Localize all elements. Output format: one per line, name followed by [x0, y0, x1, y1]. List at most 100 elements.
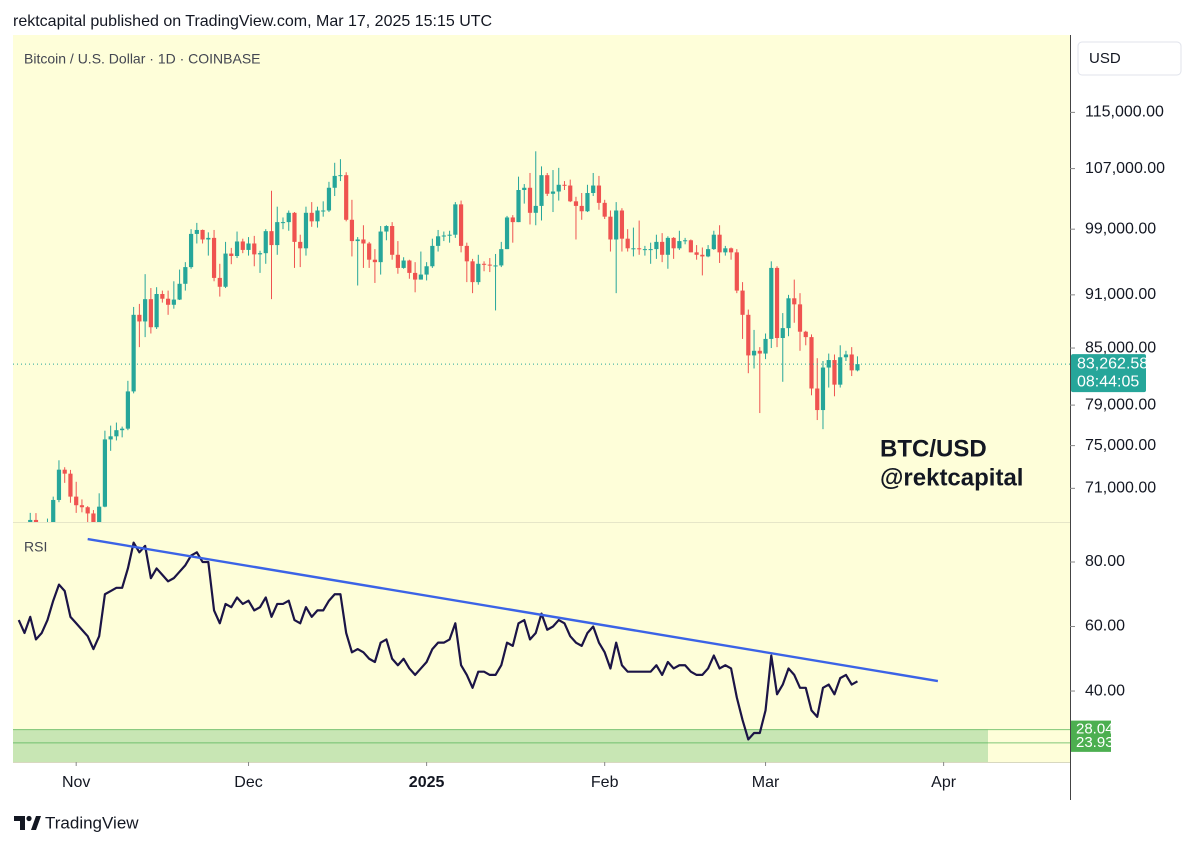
- candle-body: [223, 253, 228, 287]
- candle-body: [631, 248, 636, 250]
- candle-body: [372, 259, 378, 263]
- candle-body: [269, 231, 274, 246]
- candle-body: [797, 304, 803, 332]
- candle-body: [194, 229, 199, 234]
- candle-body: [321, 210, 326, 212]
- candle-body: [585, 193, 590, 212]
- candle-body: [642, 249, 648, 251]
- candle-body: [591, 185, 596, 194]
- candle-body: [757, 350, 762, 354]
- candle-body: [522, 187, 527, 191]
- candle-body: [671, 237, 676, 249]
- x-tick-label: 2025: [409, 774, 445, 791]
- candle-body: [539, 175, 544, 206]
- candle-body: [453, 204, 458, 235]
- candle-body: [780, 328, 785, 339]
- candle-body: [614, 210, 619, 240]
- candle-body: [694, 252, 699, 255]
- candle-body: [510, 217, 515, 223]
- candle-body: [361, 239, 366, 244]
- currency: USD: [1089, 50, 1121, 67]
- rsi-tick-label: 60.00: [1085, 618, 1125, 635]
- countdown: 08:44:05: [1077, 373, 1139, 390]
- y-tick-label: 115,000.00: [1085, 104, 1164, 121]
- candle-body: [355, 239, 360, 242]
- candle-body: [683, 240, 688, 242]
- candle-body: [723, 248, 728, 253]
- candle-body: [573, 201, 579, 206]
- rsi-line: [17, 541, 858, 741]
- candle-body: [786, 298, 791, 329]
- annotation: BTC/USD: [880, 435, 987, 462]
- brand-logo: [14, 815, 41, 830]
- candle-body: [292, 212, 297, 242]
- candle-body: [792, 298, 797, 305]
- candle-body: [401, 260, 406, 268]
- plot-area: [13, 35, 1070, 762]
- y-tick-label: 91,000.00: [1085, 286, 1156, 303]
- candle-body: [217, 277, 222, 287]
- candle-body: [120, 428, 125, 431]
- candle-body: [579, 205, 584, 212]
- trendline: [87, 537, 939, 683]
- candle-body: [166, 298, 171, 305]
- candle-body: [849, 354, 854, 371]
- candle-body: [263, 231, 268, 254]
- candle-body: [97, 506, 102, 522]
- candle-body: [435, 236, 441, 246]
- candle-body: [838, 357, 843, 385]
- axes: 115,000.00 107,000.00 99,000.00 91,000.00 85…: [62, 104, 1165, 792]
- candle-body: [774, 267, 780, 339]
- candle-body: [286, 212, 291, 223]
- band-label: 28.04: [1076, 721, 1114, 738]
- candle-body: [717, 234, 722, 253]
- candle-body: [68, 473, 73, 497]
- candle-body: [637, 248, 642, 250]
- candle-body: [700, 254, 705, 257]
- candle-body: [728, 248, 734, 253]
- y-tick-label: 79,000.00: [1085, 396, 1156, 413]
- candle-body: [660, 241, 665, 255]
- candle-body: [843, 354, 849, 358]
- candle-body: [533, 205, 538, 213]
- candle-body: [562, 184, 567, 186]
- candle-body: [390, 226, 395, 255]
- candle-body: [763, 338, 768, 354]
- candle-body: [183, 267, 188, 284]
- candle-body: [441, 235, 446, 237]
- candle-body: [177, 283, 182, 300]
- candle-body: [855, 364, 860, 371]
- candle-body: [395, 254, 400, 268]
- candle-body: [740, 290, 745, 315]
- candle-body: [74, 496, 79, 506]
- candle-body: [229, 253, 234, 257]
- candle-body: [602, 202, 607, 217]
- candle-body: [688, 240, 693, 253]
- candle-body: [654, 241, 659, 250]
- candle-body: [384, 226, 389, 232]
- candle-body: [349, 219, 355, 242]
- candle-body: [315, 210, 320, 222]
- rsi-tick-label: 40.00: [1085, 682, 1125, 699]
- oversold-zone: [13, 729, 988, 762]
- candle-body: [430, 245, 435, 267]
- candle-body: [56, 469, 62, 500]
- candle-body: [447, 234, 452, 236]
- candle-body: [344, 175, 349, 220]
- candle-body: [711, 234, 716, 250]
- rsi-title: RSI: [24, 539, 47, 555]
- candle-body: [746, 314, 751, 356]
- candle-body: [298, 241, 303, 249]
- candle-body: [332, 175, 337, 188]
- candle-body: [493, 265, 498, 267]
- candle-body: [148, 299, 153, 328]
- candle-body: [608, 216, 613, 240]
- x-tick-label: Apr: [931, 774, 957, 791]
- candle-body: [240, 241, 245, 250]
- candle-body: [211, 237, 217, 278]
- currency-box[interactable]: [1077, 41, 1182, 76]
- header: rektcapital published on TradingView.com…: [13, 13, 492, 30]
- candle-body: [568, 185, 573, 202]
- y-tick-label: 85,000.00: [1085, 339, 1156, 356]
